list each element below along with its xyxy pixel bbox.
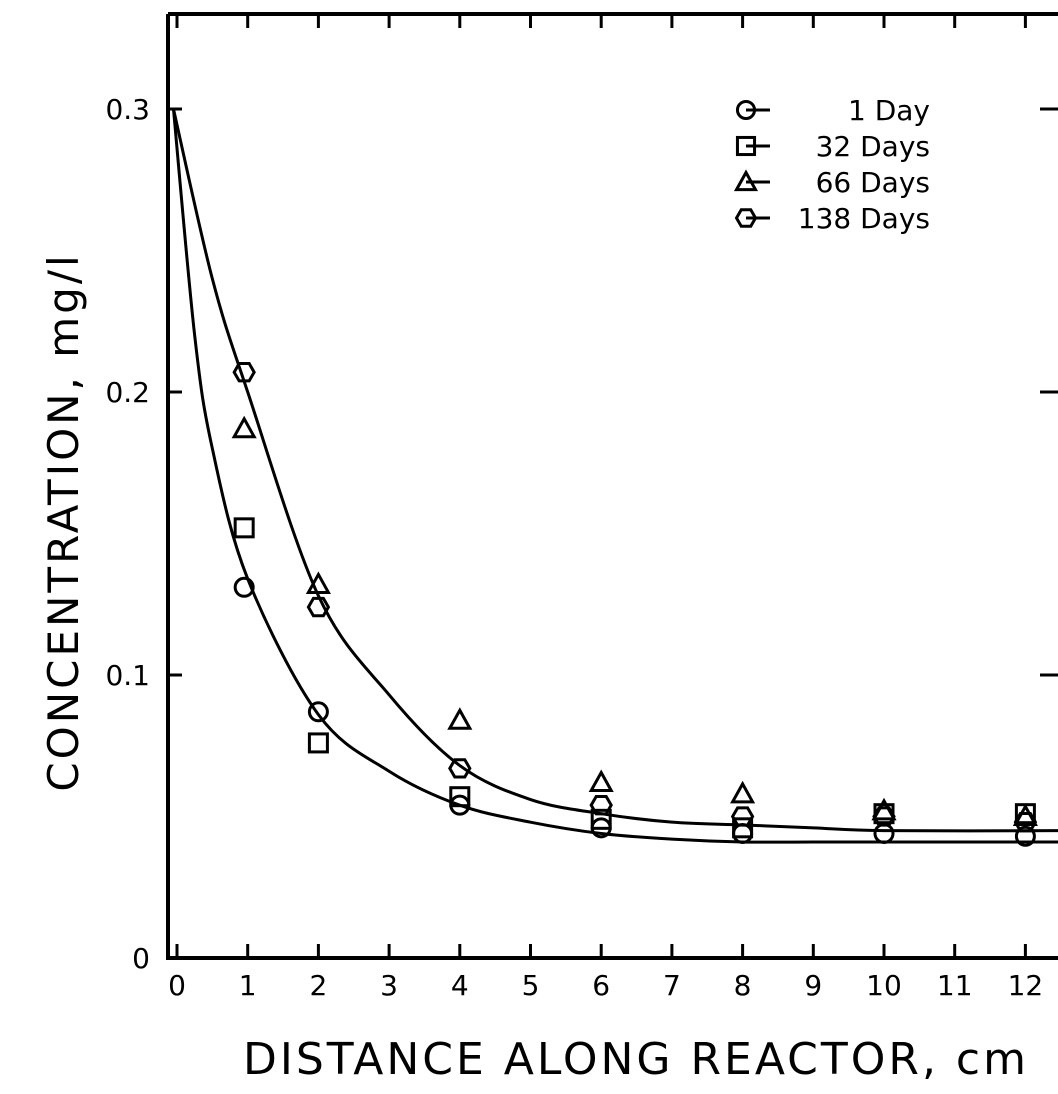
point-triangle-2-3 — [588, 769, 614, 793]
x-axis-label: DISTANCE ALONG REACTOR, cm — [243, 1034, 1029, 1085]
y-tick-label-1: 0.1 — [105, 659, 150, 692]
point-circle-0-6 — [1014, 825, 1036, 847]
y-tick-label-2: 0.2 — [105, 376, 150, 409]
point-triangle-2-4 — [730, 780, 756, 804]
point-hexagon-3-6 — [1013, 811, 1038, 833]
y-tick-label-0: 0 — [132, 942, 150, 975]
y-axis-label: CONCENTRATION, mg/l — [39, 252, 88, 791]
x-tick-label-11: 11 — [937, 969, 973, 1002]
x-tick-label-8: 8 — [734, 969, 752, 1002]
x-tick-label-3: 3 — [380, 969, 398, 1002]
x-tick-label-9: 9 — [804, 969, 822, 1002]
point-triangle-2-0 — [231, 415, 257, 439]
point-triangle-2-1 — [305, 571, 331, 594]
point-triangle-2-2 — [447, 707, 473, 730]
point-circle-0-4 — [732, 822, 754, 844]
x-tick-label-7: 7 — [663, 969, 681, 1002]
point-square-1-0 — [233, 517, 255, 539]
point-hexagon-3-4 — [730, 806, 755, 827]
data-points — [231, 362, 1038, 847]
legend-marker-square — [735, 135, 757, 157]
x-tick-label-5: 5 — [522, 969, 540, 1002]
legend-label-0: 1 Day — [848, 94, 930, 127]
x-tick-label-4: 4 — [451, 969, 469, 1002]
x-tick-label-10: 10 — [866, 969, 902, 1002]
point-square-1-3 — [590, 808, 612, 830]
point-hexagon-3-2 — [448, 758, 472, 779]
point-square-1-1 — [307, 732, 329, 754]
y-tick-label-3: 0.3 — [105, 93, 150, 126]
x-tick-label-2: 2 — [309, 969, 327, 1002]
axes — [166, 12, 1058, 960]
legend-label-3: 138 Days — [798, 202, 930, 235]
legend-marker-triangle — [733, 169, 759, 192]
x-tick-label-1: 1 — [239, 969, 257, 1002]
point-hexagon-3-5 — [872, 806, 896, 827]
point-circle-0-0 — [233, 576, 255, 598]
x-tick-label-12: 12 — [1008, 969, 1044, 1002]
point-hexagon-3-0 — [232, 362, 256, 383]
legend-label-2: 66 Days — [816, 166, 930, 199]
point-circle-0-5 — [873, 822, 895, 844]
point-hexagon-3-1 — [306, 596, 331, 618]
plot-frame — [166, 12, 1058, 960]
legend-label-1: 32 Days — [816, 130, 930, 163]
point-square-1-2 — [449, 786, 471, 808]
point-square-1-4 — [732, 817, 754, 839]
point-hexagon-3-3 — [589, 795, 613, 816]
point-circle-0-1 — [307, 701, 329, 723]
legend-marker-circle — [735, 99, 757, 121]
legend-marker-hexagon — [734, 208, 758, 228]
x-tick-label-0: 0 — [168, 969, 186, 1002]
x-tick-label-6: 6 — [592, 969, 610, 1002]
